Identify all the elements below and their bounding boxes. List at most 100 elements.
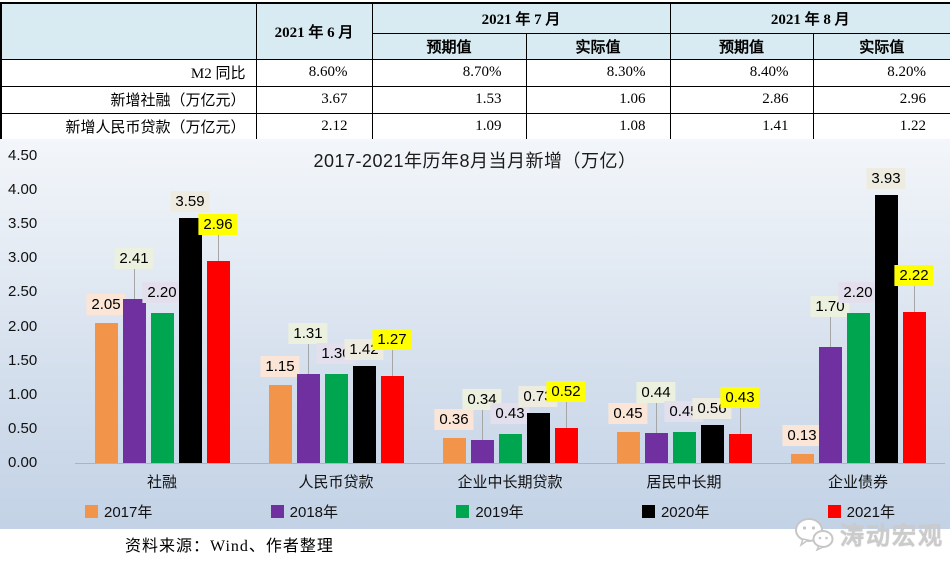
- legend-item: 2017年: [85, 501, 152, 522]
- wechat-icon: [795, 517, 834, 551]
- bar-2017年: [94, 323, 118, 463]
- value-cell: 2.86: [669, 85, 814, 114]
- legend-label: 2018年: [289, 504, 339, 521]
- value-cell: 1.06: [525, 85, 671, 114]
- value-cell: 1.41: [669, 112, 814, 141]
- bar-2019年: [324, 374, 348, 463]
- bar-2020年: [178, 218, 202, 463]
- bar-chart: 2017-2021年历年8月当月新增（万亿） 4.50 4.00 3.50 3.00 2…: [0, 139, 950, 529]
- bar-2017年: [442, 438, 466, 463]
- value-cell: 2.96: [812, 85, 950, 114]
- col-header-aug-actual: 实际值: [812, 32, 950, 60]
- bar-2018年: [644, 432, 668, 463]
- col-header-jul-expected: 预期值: [371, 32, 527, 60]
- bar-2021年: [902, 311, 926, 463]
- data-label: 3.59: [170, 191, 210, 213]
- table-row: 新增社融（万亿元） 3.67 1.53 1.06 2.86 2.96: [0, 85, 950, 114]
- label-leader-line: [914, 285, 915, 312]
- data-label: 1.15: [260, 355, 300, 377]
- value-cell: 2.12: [255, 112, 373, 141]
- bar-group: 0.36 0.34 0.43 0.73 0.52: [423, 139, 597, 463]
- legend-label: 2021年: [846, 504, 895, 521]
- y-axis-tick: 2.50: [8, 283, 38, 301]
- y-axis-tick: 1.00: [8, 385, 38, 403]
- col-header-aug2021: 2021 年 8 月: [669, 2, 950, 34]
- legend-swatch-icon: [456, 505, 470, 518]
- data-label: 0.45: [608, 403, 648, 425]
- row-label: 新增社融（万亿元）: [0, 85, 257, 114]
- bar-2020年: [700, 424, 724, 463]
- legend-item: 2018年: [270, 501, 339, 522]
- data-label: 2.20: [838, 281, 878, 303]
- legend-swatch-icon: [270, 505, 284, 518]
- value-cell: 8.30%: [525, 58, 671, 87]
- legend-label: 2020年: [660, 504, 710, 521]
- row-label: 新增人民币贷款（万亿元）: [0, 112, 257, 141]
- data-label: 0.52: [546, 380, 586, 402]
- bar-2021年: [554, 427, 578, 463]
- data-label: 1.27: [372, 329, 412, 351]
- bar-2018年: [818, 347, 842, 463]
- y-axis-tick: 4.50: [8, 147, 38, 164]
- data-label: 2.20: [142, 281, 182, 303]
- value-cell: 1.09: [371, 112, 527, 141]
- data-label: 0.36: [434, 409, 474, 431]
- data-label: 0.44: [636, 381, 676, 403]
- legend-swatch-icon: [827, 505, 841, 518]
- bar-group: 1.15 1.31 1.30 1.42 1.27: [249, 139, 423, 463]
- data-label: 2.05: [86, 294, 126, 316]
- bar-2018年: [122, 298, 146, 463]
- data-label: 2.96: [198, 214, 238, 236]
- value-cell: 8.20%: [812, 58, 950, 87]
- category-label: 居民中长期: [646, 474, 722, 491]
- value-cell: 1.22: [812, 112, 950, 141]
- chart-title: 2017-2021年历年8月当月新增（万亿）: [313, 151, 637, 171]
- bar-2017年: [268, 384, 292, 463]
- legend-item: 2020年: [641, 501, 710, 522]
- value-cell: 8.60%: [255, 58, 373, 87]
- col-header-jul2021: 2021 年 7 月: [371, 2, 671, 34]
- data-label: 0.43: [720, 386, 760, 408]
- bar-2017年: [790, 454, 814, 463]
- y-axis-tick: 0.00: [8, 454, 38, 471]
- category-label: 社融: [146, 474, 177, 491]
- table-corner-cell: [0, 2, 257, 60]
- bar-2020年: [526, 413, 550, 463]
- y-axis-tick: 3.50: [8, 215, 38, 233]
- legend-swatch-icon: [641, 505, 655, 518]
- bar-2021年: [380, 376, 404, 463]
- bar-2019年: [672, 432, 696, 463]
- data-label: 2.22: [894, 264, 934, 286]
- source-note: 资料来源：Wind、作者整理: [125, 538, 334, 555]
- value-cell: 1.53: [371, 85, 527, 114]
- category-label: 企业中长期贷款: [457, 474, 563, 491]
- bar-2019年: [498, 433, 522, 463]
- bar-group: 2.05 2.41 2.20 3.59 2.96: [75, 139, 249, 463]
- bar-2020年: [352, 366, 376, 463]
- data-label: 3.93: [866, 167, 906, 189]
- macro-data-table: 2021 年 6 月 2021 年 7 月 2021 年 8 月 预期值 实际值…: [0, 2, 950, 141]
- legend-item: 2021年: [827, 501, 895, 522]
- col-header-aug-expected: 预期值: [669, 32, 814, 60]
- bar-group: 0.13 1.70 2.20 3.93 2.22: [771, 139, 945, 463]
- table-body: M2 同比 8.60% 8.70% 8.30% 8.40% 8.20% 新增社融（万亿元） 3…: [0, 58, 950, 141]
- x-axis-line: [75, 463, 945, 464]
- label-leader-line: [566, 401, 567, 428]
- data-label: 2.41: [114, 247, 154, 269]
- legend-swatch-icon: [85, 505, 98, 518]
- legend: 2017年 2018年 2019年 2020年 2021年: [85, 501, 895, 522]
- label-leader-line: [134, 268, 135, 299]
- bar-group: 0.45 0.44 0.45 0.56 0.43: [597, 139, 771, 463]
- bar-2018年: [470, 439, 494, 463]
- y-axis-tick: 1.50: [8, 351, 38, 369]
- bar-2018年: [296, 373, 320, 463]
- bar-2019年: [846, 312, 870, 463]
- value-cell: 8.70%: [371, 58, 527, 87]
- label-leader-line: [392, 350, 393, 377]
- label-leader-line: [218, 235, 219, 262]
- label-leader-line: [656, 402, 657, 433]
- bar-2021年: [206, 261, 230, 463]
- bar-2020年: [874, 194, 898, 463]
- legend-label: 2019年: [475, 504, 524, 521]
